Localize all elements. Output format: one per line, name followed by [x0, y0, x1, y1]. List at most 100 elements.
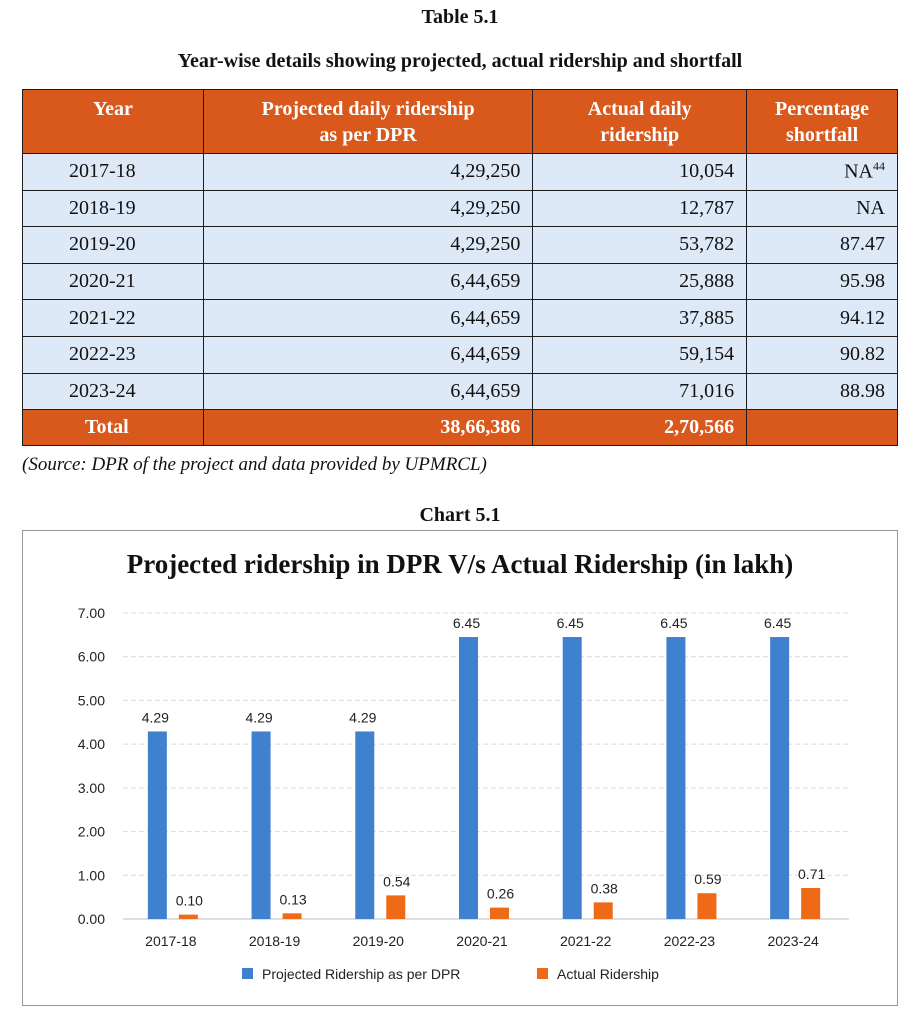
x-tick-label: 2017-18	[145, 933, 197, 949]
bar-projected	[251, 731, 271, 919]
data-label-projected: 4.29	[349, 709, 376, 725]
cell-shortfall: 95.98	[746, 262, 898, 301]
cell-year: 2018-19	[22, 189, 204, 228]
cell-projected: 6,44,659	[202, 262, 534, 301]
cell-shortfall: 94.12	[746, 299, 898, 337]
cell-shortfall: NA	[746, 189, 898, 228]
legend-swatch-actual	[537, 968, 548, 979]
header-actual: Actual daily ridership	[532, 89, 748, 154]
cell-year: 2020-21	[22, 262, 204, 301]
ridership-table: Year Projected daily ridership as per DPR…	[22, 89, 898, 447]
cell-actual: 37,885	[532, 299, 748, 337]
x-tick-label: 2019-20	[353, 933, 405, 949]
data-label-actual: 0.71	[798, 866, 825, 882]
bar-projected	[666, 637, 686, 919]
table-total-row: Total 38,66,386 2,70,566	[22, 409, 898, 447]
bar-actual	[697, 893, 717, 919]
data-label-projected: 6.45	[453, 615, 480, 631]
y-tick-label: 0.00	[78, 911, 105, 927]
cell-year: 2022-23	[22, 335, 204, 374]
table-row: 2019-20 4,29,250 53,782 87.47	[22, 226, 898, 264]
table-row: 2020-21 6,44,659 25,888 95.98	[22, 262, 898, 301]
cell-year: 2019-20	[22, 226, 204, 264]
table-header-row: Year Projected daily ridership as per DPR…	[22, 89, 898, 154]
bar-projected	[562, 637, 582, 919]
data-label-projected: 6.45	[557, 615, 584, 631]
bar-projected	[355, 731, 375, 919]
cell-actual: 10,054	[532, 153, 748, 191]
cell-year: 2021-22	[22, 299, 204, 337]
bar-projected	[147, 731, 167, 919]
bar-actual	[178, 914, 198, 919]
bar-actual	[386, 895, 406, 919]
table-row: 2018-19 4,29,250 12,787 NA	[22, 189, 898, 228]
cell-actual: 12,787	[532, 189, 748, 228]
cell-actual: 53,782	[532, 226, 748, 264]
data-label-actual: 0.54	[383, 873, 410, 889]
table-title: Year-wise details showing projected, act…	[177, 50, 743, 72]
cell-projected: 6,44,659	[202, 335, 534, 374]
cell-projected: 6,44,659	[202, 372, 534, 411]
cell-actual: 25,888	[532, 262, 748, 301]
cell-projected: 6,44,659	[202, 299, 534, 337]
cell-shortfall: 87.47	[746, 226, 898, 264]
legend-label-projected: Projected Ridership as per DPR	[262, 966, 460, 982]
data-label-projected: 4.29	[245, 709, 272, 725]
table-row: 2022-23 6,44,659 59,154 90.82	[22, 335, 898, 374]
x-tick-label: 2020-21	[456, 933, 508, 949]
data-label-projected: 6.45	[764, 615, 791, 631]
bar-projected	[459, 637, 478, 919]
bar-actual	[593, 902, 613, 919]
data-label-actual: 0.59	[694, 871, 721, 887]
data-label-actual: 0.38	[591, 880, 618, 896]
bar-actual	[801, 887, 821, 919]
table-caption: Table 5.1	[421, 6, 499, 28]
cell-year: 2017-18	[22, 153, 204, 191]
y-tick-label: 1.00	[78, 867, 105, 883]
table-row: 2017-18 4,29,250 10,054 NA44	[22, 153, 898, 191]
legend-label-actual: Actual Ridership	[557, 966, 659, 982]
cell-projected: 4,29,250	[202, 153, 534, 191]
data-label-actual: 0.10	[176, 893, 203, 909]
data-label-actual: 0.13	[279, 891, 306, 907]
x-tick-label: 2021-22	[560, 933, 612, 949]
header-shortfall: Percentage shortfall	[746, 89, 898, 154]
total-projected: 38,66,386	[202, 409, 534, 447]
cell-shortfall: 88.98	[746, 372, 898, 411]
chart-caption: Chart 5.1	[419, 504, 501, 526]
data-label-actual: 0.26	[487, 886, 514, 902]
bar-actual	[490, 907, 509, 919]
total-shortfall	[746, 409, 898, 447]
table-source-note: (Source: DPR of the project and data pro…	[22, 454, 487, 475]
data-label-projected: 6.45	[660, 615, 687, 631]
cell-actual: 71,016	[532, 372, 748, 411]
total-actual: 2,70,566	[532, 409, 748, 447]
y-tick-label: 5.00	[78, 692, 105, 708]
cell-year: 2023-24	[22, 372, 204, 411]
y-tick-label: 7.00	[78, 605, 105, 621]
chart-container: Projected ridership in DPR V/s Actual Ri…	[22, 530, 898, 1006]
y-tick-label: 2.00	[78, 824, 105, 840]
y-tick-label: 6.00	[78, 649, 105, 665]
x-tick-label: 2018-19	[249, 933, 301, 949]
ridership-chart: Projected ridership in DPR V/s Actual Ri…	[78, 549, 849, 982]
table-row: 2021-22 6,44,659 37,885 94.12	[22, 299, 898, 337]
cell-projected: 4,29,250	[202, 189, 534, 228]
bar-actual	[282, 913, 302, 919]
x-tick-label: 2023-24	[767, 933, 819, 949]
footnote-marker: 44	[873, 159, 885, 174]
header-year: Year	[22, 89, 204, 154]
header-projected: Projected daily ridership as per DPR	[202, 89, 534, 154]
data-label-projected: 4.29	[142, 709, 169, 725]
cell-actual: 59,154	[532, 335, 748, 374]
cell-projected: 4,29,250	[202, 226, 534, 264]
y-tick-label: 3.00	[78, 780, 105, 796]
cell-shortfall: NA44	[746, 153, 898, 191]
bar-projected	[770, 637, 790, 919]
cell-shortfall: 90.82	[746, 335, 898, 374]
legend-swatch-projected	[242, 968, 253, 979]
total-label: Total	[22, 409, 204, 447]
table-row: 2023-24 6,44,659 71,016 88.98	[22, 372, 898, 411]
chart-title: Projected ridership in DPR V/s Actual Ri…	[127, 549, 794, 579]
x-tick-label: 2022-23	[664, 933, 716, 949]
